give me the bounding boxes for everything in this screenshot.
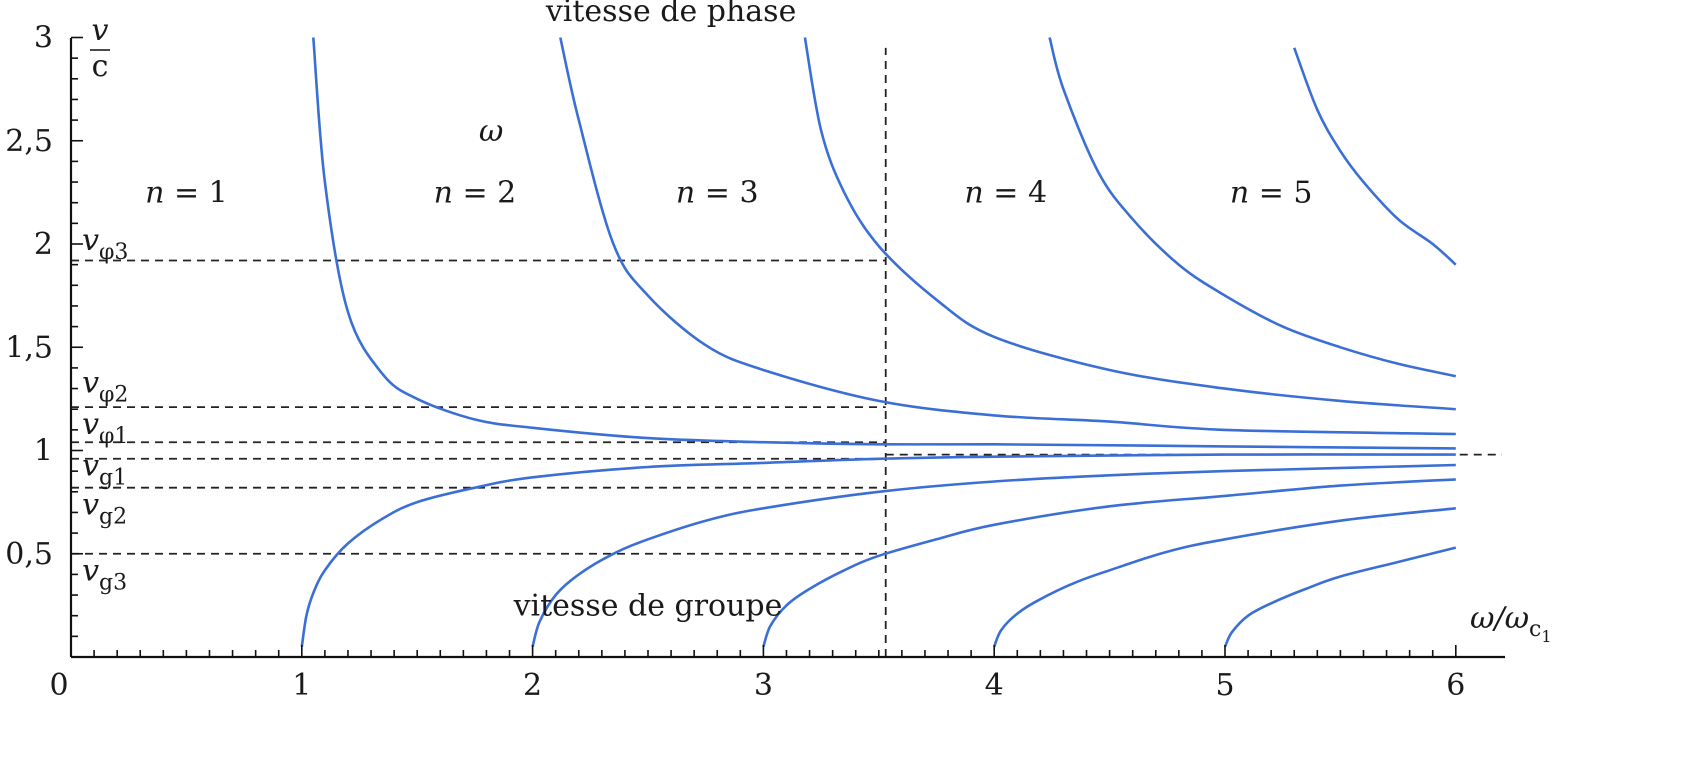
annotation: vitesse de groupe (513, 589, 783, 624)
annotation: vitesse de phase (545, 0, 797, 29)
level-label-base: v (82, 448, 99, 483)
mode-label: n = 2 (434, 176, 517, 211)
mode-label-symbol: n (1230, 176, 1249, 211)
level-label-base: v (82, 366, 99, 401)
y-tick-label: 3 (34, 21, 53, 56)
level-label-sub: g1 (99, 465, 127, 490)
y-tick-label: 2 (34, 227, 53, 262)
mode-label-value: = 3 (695, 176, 758, 211)
level-label-sub: g3 (99, 571, 127, 596)
phase-velocity-curve-n1 (312, 37, 1456, 450)
mode-label-symbol: n (145, 176, 164, 211)
group-velocity-curve-n5 (1223, 546, 1457, 648)
x-tick-label: 5 (1215, 668, 1234, 703)
mode-label: n = 4 (964, 176, 1047, 211)
y-tick-label: 1,5 (5, 330, 53, 365)
level-label: vφ1 (82, 407, 128, 449)
group-velocity-curve-n1 (300, 453, 1456, 647)
chart-labels: v c ω/ωc1 (90, 13, 1552, 646)
level-label: vg2 (82, 488, 127, 530)
y-tick-label: 2,5 (5, 124, 53, 159)
x-tick-label: 1 (292, 668, 311, 703)
level-label: vφ3 (82, 223, 128, 265)
x-tick-label: 6 (1446, 668, 1465, 703)
phase-velocity-curve-n5 (1292, 47, 1457, 266)
mode-label-value: = 5 (1249, 176, 1312, 211)
level-label-sub: g2 (99, 505, 127, 530)
phase-velocity-curve-n2 (559, 37, 1456, 436)
x-axis-label-subsub: 1 (1541, 627, 1551, 646)
y-ticks: 0,5 1 1,5 2 2,5 3 (5, 21, 83, 638)
mode-label-value: = 2 (453, 176, 516, 211)
mode-label: n = 1 (145, 176, 228, 211)
mode-label: n = 5 (1230, 176, 1313, 211)
mode-label-symbol: n (676, 176, 695, 211)
x-tick-label: 3 (754, 668, 773, 703)
y-tick-label: 0,5 (5, 537, 53, 572)
axes: 0 1 2 3 4 5 6 0,5 1 1,5 2 2,5 3 (5, 21, 1505, 703)
level-label-base: v (82, 407, 99, 442)
level-label: vφ2 (82, 366, 128, 408)
mode-label-value: = 4 (984, 176, 1047, 211)
group-velocity-curve-n2 (531, 463, 1456, 648)
level-label-sub: φ3 (99, 240, 128, 265)
x-tick-label: 4 (985, 668, 1004, 703)
y-axis-label-denominator: c (92, 49, 109, 84)
velocity-curves (300, 37, 1457, 648)
x-tick-label: 0 (49, 668, 68, 703)
level-label-sub: φ1 (99, 424, 128, 449)
level-label-sub: φ2 (99, 383, 128, 408)
x-axis-label: ω/ωc1 (1470, 601, 1552, 646)
phase-velocity-curve-n3 (803, 37, 1456, 411)
level-label-base: v (82, 488, 99, 523)
mode-label: n = 3 (676, 176, 759, 211)
group-velocity-curve-n4 (992, 507, 1456, 648)
y-axis-label-numerator: v (92, 13, 109, 48)
phase-velocity-curve-n4 (1048, 37, 1457, 378)
level-label: vg3 (82, 554, 127, 596)
x-axis-label-sub: c (1529, 617, 1541, 642)
y-tick-label: 1 (34, 434, 53, 469)
x-ticks: 0 1 2 3 4 5 6 (49, 645, 1465, 703)
mode-label-symbol: n (434, 176, 453, 211)
x-axis-label-main: ω/ω (1470, 601, 1529, 636)
mode-label-symbol: n (964, 176, 983, 211)
annotations: vitesse de phase ω vitesse de groupe (479, 0, 797, 624)
level-label: vg1 (82, 448, 127, 490)
reference-lines (71, 47, 1502, 657)
group-velocity-curve-n3 (762, 478, 1456, 648)
x-tick-label: 2 (523, 668, 542, 703)
level-label-base: v (82, 554, 99, 589)
mode-label-value: = 1 (164, 176, 227, 211)
level-label-base: v (82, 223, 99, 258)
annotation: ω (479, 114, 503, 149)
